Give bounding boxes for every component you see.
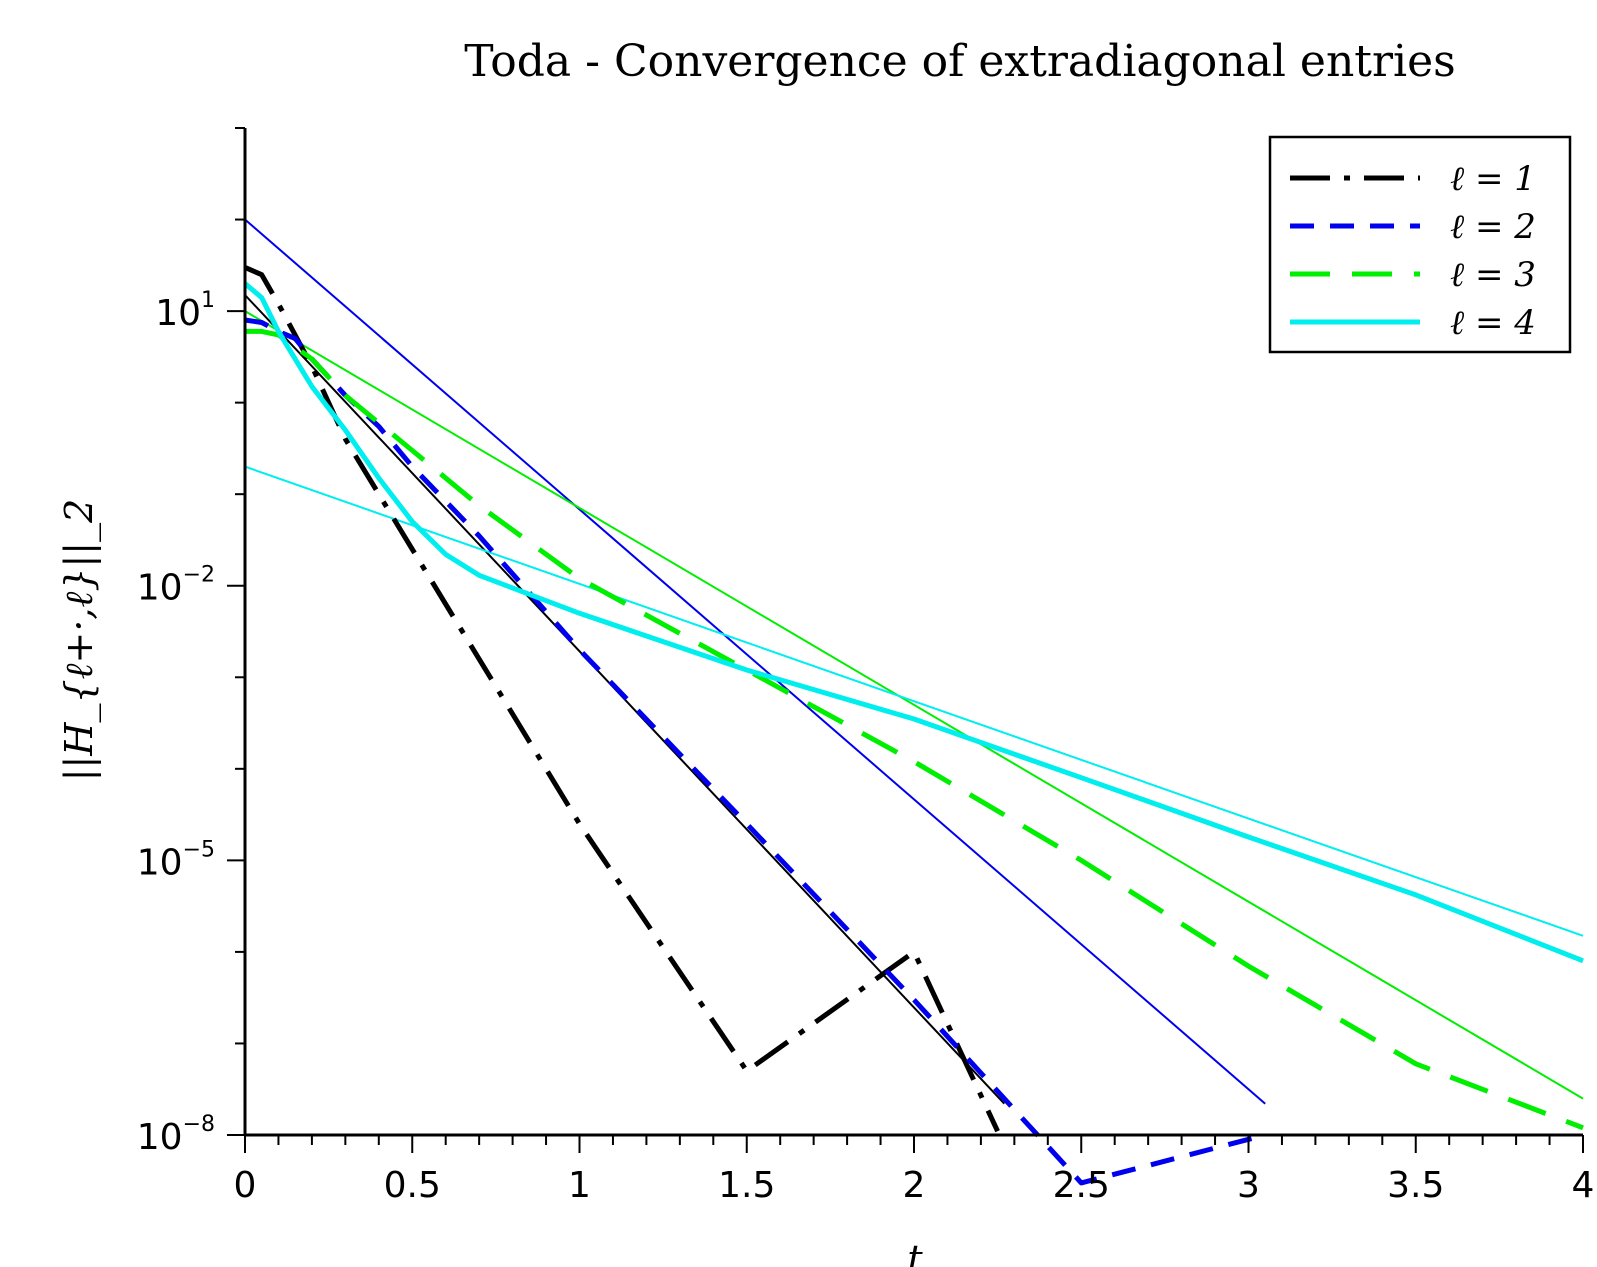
- series-line: [244, 317, 1266, 1186]
- reference-line: [244, 465, 1584, 937]
- x-tick-label: 2.5: [1053, 1165, 1110, 1206]
- legend-label: ℓ = 1: [1450, 159, 1536, 199]
- x-tick-label: 1.5: [718, 1165, 775, 1206]
- chart-title: Toda - Convergence of extradiagonal entr…: [464, 36, 1455, 87]
- y-axis-label: ||H_{ℓ+·,ℓ}||_2: [57, 499, 102, 782]
- legend-label: ℓ = 4: [1450, 303, 1536, 343]
- x-axis-label: t: [907, 1237, 923, 1267]
- series-line: [243, 281, 1584, 964]
- legend: ℓ = 1 ℓ = 2 ℓ = 3 ℓ = 4: [1268, 135, 1572, 354]
- x-tick-label: 0: [234, 1165, 257, 1206]
- x-ticks: 0 0.5 1 1.5 2 2.5 3 3.5 4: [234, 1135, 1595, 1206]
- x-tick-label: 2: [903, 1165, 926, 1206]
- reference-line: [244, 310, 1584, 1100]
- axes: 0 0.5 1 1.5 2 2.5 3 3.5 4 101 10−2 10−5 10−8: [137, 127, 1595, 1206]
- legend-label: ℓ = 2: [1450, 207, 1536, 247]
- legend-box: [1268, 135, 1572, 354]
- x-tick-label: 3: [1237, 1165, 1260, 1206]
- plot-area: [243, 218, 1584, 1186]
- series-line: [243, 265, 1000, 1133]
- reference-line: [244, 218, 1266, 1105]
- y-tick-label: 10−2: [137, 563, 215, 609]
- series-lines: [243, 265, 1584, 1186]
- x-tick-label: 0.5: [384, 1165, 441, 1206]
- y-tick-label: 101: [155, 288, 215, 334]
- x-tick-label: 4: [1572, 1165, 1595, 1206]
- y-tick-label: 10−8: [137, 1112, 215, 1158]
- legend-label: ℓ = 3: [1450, 255, 1536, 295]
- x-tick-label: 1: [568, 1165, 591, 1206]
- y-tick-label: 10−5: [137, 837, 215, 883]
- y-ticks: 101 10−2 10−5 10−8: [137, 127, 245, 1158]
- x-tick-label: 3.5: [1387, 1165, 1444, 1206]
